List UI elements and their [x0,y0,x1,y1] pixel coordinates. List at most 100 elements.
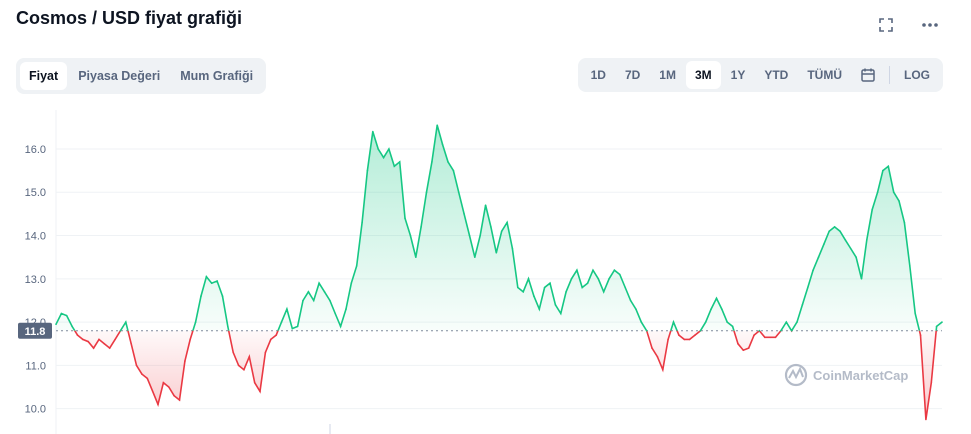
price-point [232,351,234,354]
price-point [323,291,326,293]
price-point [726,321,728,323]
y-tick-label: 14.0 [25,231,46,243]
price-point [678,334,680,336]
price-point [108,347,111,349]
range-ytd[interactable]: YTD [764,68,789,82]
price-point [608,278,610,280]
price-point [812,269,814,272]
price-point [404,217,406,219]
price-point [216,280,218,282]
price-point [60,312,63,315]
price-point [248,355,251,358]
price-point [930,381,933,384]
price-point [184,360,186,362]
y-tick-label: 10.0 [25,404,46,416]
price-point [694,334,696,336]
price-point [479,234,482,237]
calendar-icon[interactable] [852,63,884,87]
price-point [823,243,825,245]
price-point [662,368,664,371]
price-point [286,308,288,310]
price-point [355,265,358,267]
page-title: Cosmos / USD fiyat grafiği [16,8,243,28]
price-point [710,308,712,310]
price-point [882,169,884,172]
price-point [420,226,422,228]
price-point [828,230,830,232]
baseline-badge: 11.8 [18,322,52,339]
price-point [651,347,653,349]
price-point [860,278,863,280]
range-1y[interactable]: 1Y [730,68,746,82]
price-points [55,124,943,421]
area-fill-above [56,125,942,331]
price-point [807,286,809,289]
price-point [135,364,138,367]
price-point [624,286,626,289]
price-point [275,334,278,336]
baseline-badge-bg [18,322,52,339]
more-icon[interactable] [919,14,941,36]
range-3m[interactable]: 3M [685,61,721,89]
price-point [721,308,723,310]
price-point [941,321,943,323]
price-point [92,347,95,349]
price-point [71,325,73,328]
price-point [592,269,594,272]
y-tick-label: 16.0 [25,144,46,156]
price-point [468,234,471,237]
tab-mum-grafigi[interactable]: Mum Grafiği [180,69,254,83]
price-point [570,278,573,280]
price-point [409,234,412,237]
price-point [307,291,310,293]
tab-piyasa-degeri[interactable]: Piyasa Değeri [78,69,161,83]
price-point [597,278,600,280]
price-point [522,291,524,293]
price-point [538,308,541,310]
price-point [318,282,320,285]
price-point [576,269,578,272]
price-point [683,338,686,341]
time-range-selector: 1D 7D 1M 3M 1Y YTD TÜMÜ LOG [577,58,943,92]
price-point [801,304,804,306]
price-point [517,286,519,289]
price-point [350,282,353,285]
price-point [527,278,530,280]
price-point [436,124,439,126]
y-axis-ticks: 10.011.012.013.014.015.016.0 [25,144,46,416]
price-point [130,343,132,345]
price-point [312,299,315,302]
price-point [291,327,294,330]
price-point [914,312,916,315]
price-point [65,314,68,317]
price-point [125,321,127,323]
price-point [388,148,390,150]
range-1m[interactable]: 1M [659,68,676,82]
tab-fiyat[interactable]: Fiyat [20,62,68,90]
price-point [221,295,224,297]
price-point [758,330,761,332]
price-point [431,161,433,163]
price-point [441,143,444,146]
price-point [82,338,84,341]
range-7d[interactable]: 7D [624,68,641,82]
range-divider [889,66,890,84]
fullscreen-icon[interactable] [875,14,897,36]
price-point [849,247,852,250]
price-point [227,325,229,328]
watermark: CoinMarketCap [784,363,908,387]
price-point [506,221,508,224]
price-point [645,330,648,332]
log-toggle[interactable]: LOG [904,68,930,82]
price-point [194,321,197,323]
coinmarketcap-logo-mark [788,366,804,380]
price-point [715,297,718,300]
price-point [280,321,283,323]
price-point [629,299,632,302]
range-1d[interactable]: 1D [590,68,606,82]
price-point [377,148,380,150]
range-all[interactable]: TÜMÜ [807,68,842,82]
area-fill-below [56,330,942,420]
price-point [619,273,621,276]
price-point [742,349,745,352]
